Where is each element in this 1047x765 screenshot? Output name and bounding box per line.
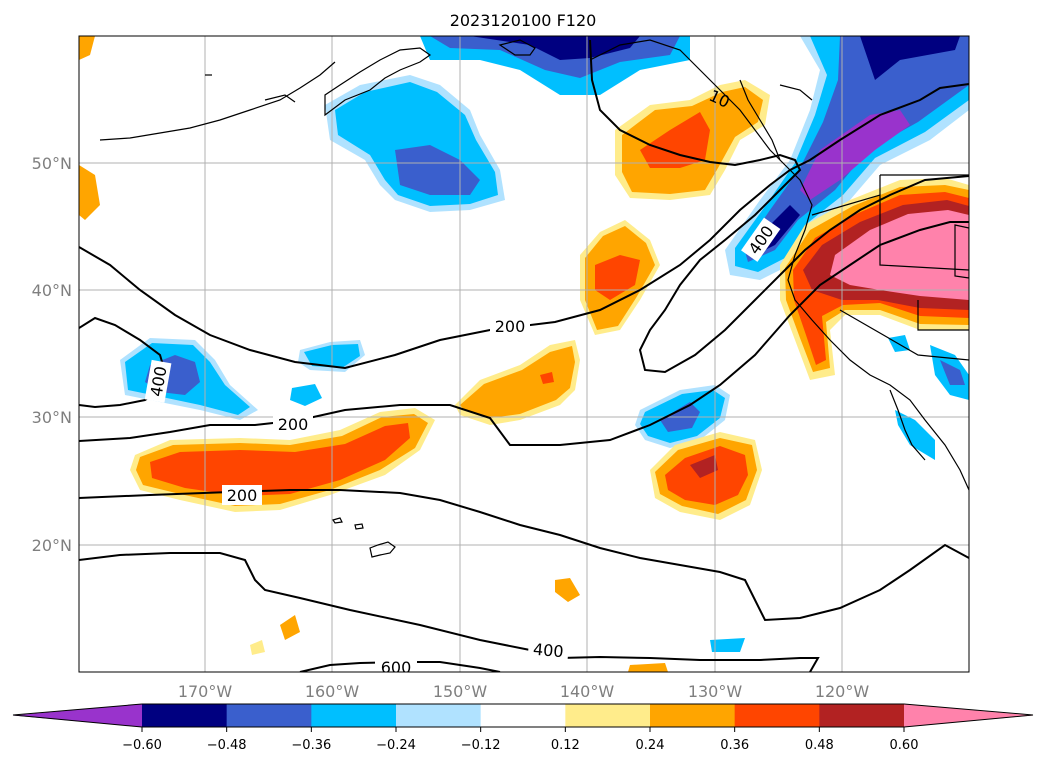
shade-region <box>460 346 575 418</box>
lon-label: 140°W <box>560 682 615 701</box>
coastline <box>779 84 813 101</box>
contour-label: 400 <box>532 640 564 662</box>
colorbar-segment <box>311 704 397 727</box>
colorbar-tick-label: −0.60 <box>122 738 162 753</box>
map-frame <box>78 35 970 673</box>
shade-region <box>555 578 580 602</box>
contour-label: 200 <box>227 486 258 505</box>
shade-region <box>595 255 640 300</box>
lon-label: 160°W <box>305 682 360 701</box>
gridlines <box>79 36 969 672</box>
latitude-labels: 50°N 40°N 30°N 20°N <box>32 154 72 555</box>
colorbar: −0.60 −0.48 −0.36 −0.24 −0.12 0.12 0.24 0.36 0.4… <box>12 703 1034 753</box>
shade-region <box>640 112 710 168</box>
colorbar-tick-label: 0.36 <box>720 738 749 753</box>
lon-label: 120°W <box>815 682 870 701</box>
colorbar-segment <box>819 704 905 727</box>
coastline <box>811 194 969 271</box>
coastline <box>369 541 396 558</box>
contour-line <box>79 489 969 622</box>
coastline <box>332 517 343 524</box>
shade-region <box>280 615 300 640</box>
coastline <box>264 94 296 103</box>
shade-region <box>830 210 969 300</box>
contour-label: 600 <box>381 658 412 677</box>
contour-label-bg <box>527 638 570 662</box>
shade-region <box>860 36 960 80</box>
contour-label-bg <box>375 657 417 672</box>
shade-region <box>665 446 748 505</box>
contour-label-bg <box>741 217 781 262</box>
colorbar-segment <box>650 704 736 727</box>
coastline <box>589 39 969 491</box>
shade-region <box>150 423 410 496</box>
shade-region <box>628 663 668 672</box>
colorbar-tick-label: 0.48 <box>805 738 834 753</box>
coastline <box>889 389 926 461</box>
colorbar-tick-label: −0.48 <box>207 738 247 753</box>
contour-label-bg <box>222 485 262 505</box>
lon-label: 130°W <box>688 682 743 701</box>
colorbar-segment <box>226 704 312 727</box>
contour-line <box>79 83 969 370</box>
coastline <box>498 39 536 56</box>
coastline <box>354 523 364 530</box>
shade-region <box>540 372 554 384</box>
contour-label-bg <box>144 359 172 403</box>
colorbar-tick-label: −0.36 <box>291 738 331 753</box>
shade-region <box>710 638 745 652</box>
colorbar-extend-max <box>904 704 1033 727</box>
lat-label: 30°N <box>32 408 72 427</box>
coastline <box>739 79 781 161</box>
colorbar-segment <box>142 704 228 727</box>
colorbar-segments <box>13 704 1033 727</box>
shade-region <box>690 455 718 478</box>
contour-label-bg <box>490 315 530 335</box>
contour-label: 200 <box>278 415 309 434</box>
colorbar-segment <box>734 704 820 727</box>
colorbar-tick-label: −0.24 <box>376 738 416 753</box>
coastline <box>324 47 432 117</box>
colorbar-tick-label: 0.60 <box>890 738 919 753</box>
coastlines <box>99 39 969 558</box>
coastline <box>839 309 969 361</box>
colorbar-outline <box>12 703 1034 728</box>
contour-line <box>79 221 969 446</box>
shade-region <box>79 165 100 220</box>
colorbar-tick-label: 0.24 <box>636 738 665 753</box>
map-title: 2023120100 F120 <box>450 11 597 30</box>
contour-line <box>79 552 820 672</box>
shade-region <box>79 36 95 60</box>
lat-label: 20°N <box>32 536 72 555</box>
lon-label: 170°W <box>178 682 233 701</box>
contour-label: 200 <box>495 317 526 336</box>
colorbar-extend-min <box>13 704 142 727</box>
shade-region <box>895 410 935 460</box>
contour-line <box>589 39 969 374</box>
map-panel: 200 200 200 400 400 400 600 <box>78 35 970 677</box>
colorbar-tick-label: −0.12 <box>461 738 501 753</box>
shade-region <box>800 110 910 200</box>
lon-label: 150°W <box>433 682 488 701</box>
coastline <box>99 61 336 141</box>
coastline <box>954 224 969 279</box>
colorbar-tick-label: 0.12 <box>551 738 580 753</box>
colorbar-ticks: −0.60 −0.48 −0.36 −0.24 −0.12 0.12 0.24 0.36 0.4… <box>122 727 918 753</box>
colorbar-segment <box>480 704 566 727</box>
colorbar-segment <box>565 704 651 727</box>
shade-region <box>940 360 965 385</box>
lat-label: 50°N <box>32 154 72 173</box>
coastline <box>917 300 969 331</box>
colorbar-segment <box>396 704 482 727</box>
longitude-labels: 170°W 160°W 150°W 140°W 130°W 120°W <box>178 682 870 701</box>
shade-region <box>290 384 322 406</box>
lat-label: 40°N <box>32 281 72 300</box>
shade-region <box>250 640 265 655</box>
shade-region <box>395 145 480 195</box>
contour-label-bg <box>273 414 313 434</box>
